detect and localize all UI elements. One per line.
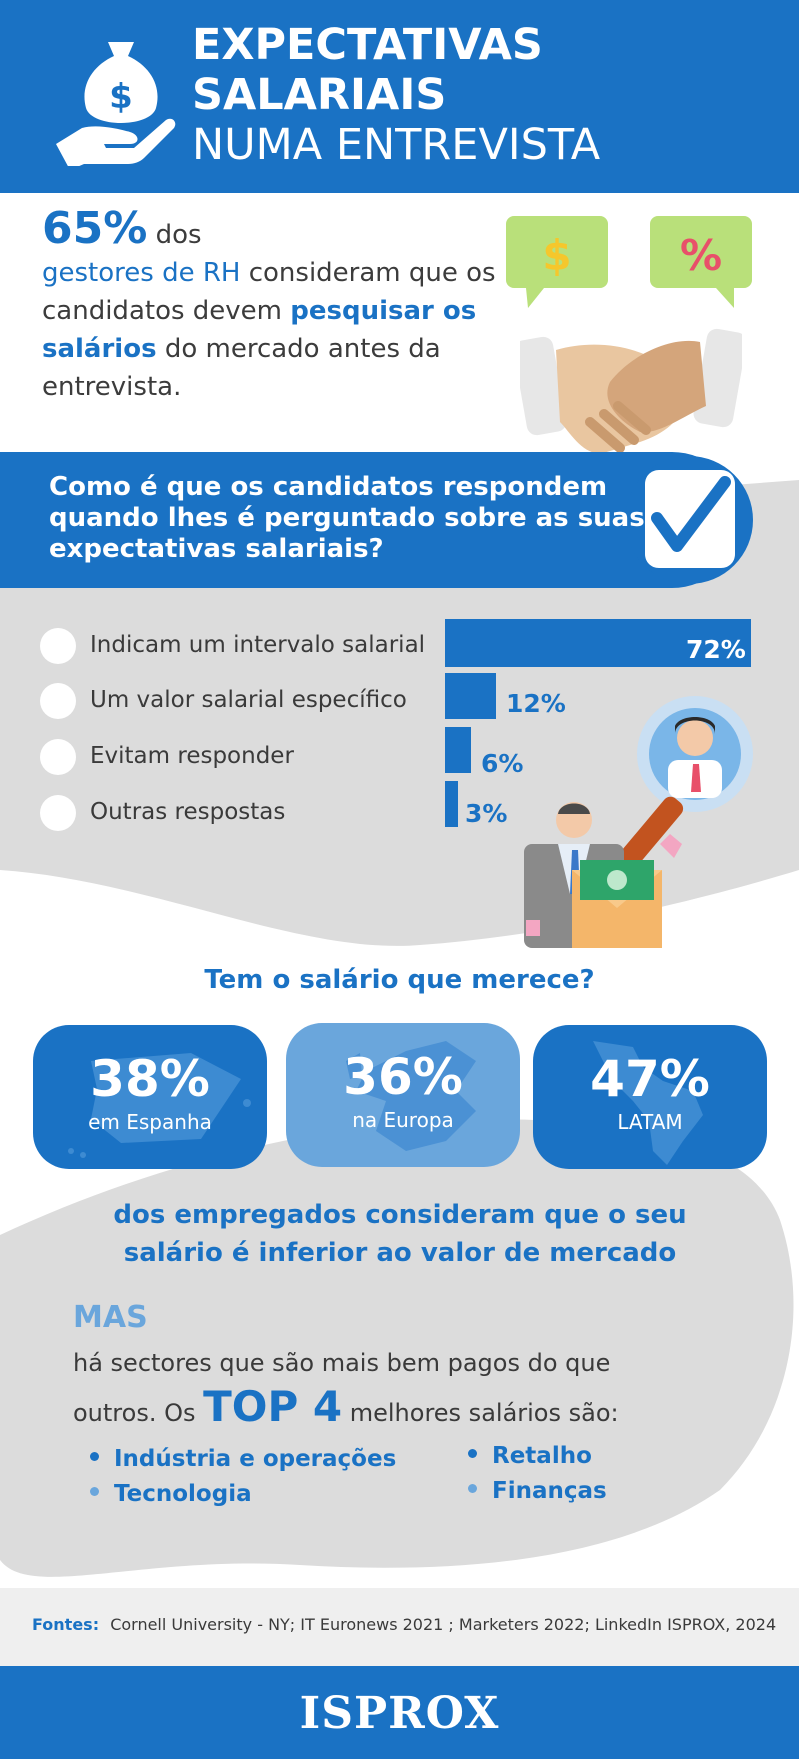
intro-statement: 65% dos gestores de RH consideram que os… [42,207,512,406]
check-icon [40,628,76,664]
dollar-bubble-icon: $ [506,216,608,308]
sources-bar [0,1588,799,1666]
region-card-latam: 47% LATAM [533,1025,767,1169]
region-card-spain: 38% em Espanha [33,1025,267,1169]
intro-text-5: do mercado antes da entrevista. [42,334,441,402]
response-bar [445,781,458,827]
svg-text:$: $ [109,77,133,117]
recruiter-illustration [524,696,753,948]
header-title-line1: EXPECTATIVAS [192,20,543,70]
sources-label: Fontes: [32,1615,100,1634]
sectors-intro: há sectores que são mais bem pagos do qu… [73,1342,693,1435]
bullet-icon [90,1487,99,1496]
intro-text-1: dos [155,220,202,250]
percent-bubble-icon: % [650,216,752,308]
intro-stat: 65% [42,203,148,254]
response-row: Um valor salarial específico [40,681,450,721]
sources: Fontes: Cornell University - NY; IT Euro… [32,1615,776,1634]
sector-label: Finanças [492,1478,607,1504]
region-percent: 38% [90,1050,210,1108]
europe-map-icon [346,1041,476,1151]
sector-label: Retalho [492,1443,592,1469]
footer-banner [0,1666,799,1759]
check-icon [40,739,76,775]
intro-text-3: consideram que os candidatos devem [42,258,496,326]
response-bar [445,673,496,719]
latam-map-icon [593,1041,703,1165]
top4-highlight: TOP 4 [203,1382,343,1431]
response-bar [445,727,471,773]
response-value: 12% [506,689,566,718]
region-label: em Espanha [88,1110,212,1134]
response-row: Outras respostas [40,793,450,833]
region-label: na Europa [352,1108,454,1132]
sector-label: Indústria e operações [114,1446,397,1472]
sector-item: Indústria e operações [90,1446,396,1472]
response-label: Indicam um intervalo salarial [90,632,426,658]
question-band [0,452,740,588]
money-hand-icon: $ [56,42,176,166]
employees-conclusion: dos empregados consideram que o seu salá… [113,1200,687,1268]
handshake-icon [520,328,742,454]
region-card-europe: 36% na Europa [286,1023,520,1167]
region-percent: 36% [343,1048,463,1106]
checkmark-badge-icon [625,456,753,584]
intro-text-4: pesquisar os salários [42,296,477,364]
header-title-line2: SALARIAIS [192,70,447,120]
response-row: Evitam responder [40,737,450,777]
sectors-intro-text-2: melhores salários são: [342,1399,619,1427]
response-label: Evitam responder [90,743,294,769]
percent-symbol: % [680,231,722,280]
sector-item: Finanças [468,1478,607,1504]
sources-text: Cornell University - NY; IT Euronews 202… [110,1615,777,1634]
salary-question-title: Tem o salário que merece? [204,965,595,995]
response-label: Um valor salarial específico [90,687,407,713]
check-icon [40,683,76,719]
intro-text-2: gestores de RH [42,258,241,288]
check-icon [40,795,76,831]
dollar-symbol: $ [542,231,571,280]
mas-heading: MAS [73,1300,148,1335]
question-text: Como é que os candidatos respondem quand… [49,472,645,564]
sectors-intro-text-1: há sectores que são mais bem pagos do qu… [73,1349,611,1427]
spain-map-icon [68,1053,251,1158]
bullet-icon [468,1449,477,1458]
region-label: LATAM [617,1110,683,1134]
response-row: Indicam um intervalo salarial [40,626,450,666]
response-value: 3% [465,799,508,828]
sector-label: Tecnologia [114,1481,252,1507]
region-percent: 47% [590,1050,710,1108]
header-title-line3: NUMA ENTREVISTA [192,120,601,170]
response-bar [445,619,751,667]
isprox-logo: ISPROX [299,1688,500,1739]
sector-item: Tecnologia [90,1481,252,1507]
response-label: Outras respostas [90,799,286,825]
bullet-icon [468,1484,477,1493]
response-value: 6% [481,749,524,778]
response-value: 72% [686,635,746,664]
bullet-icon [90,1452,99,1461]
sector-item: Retalho [468,1443,592,1469]
